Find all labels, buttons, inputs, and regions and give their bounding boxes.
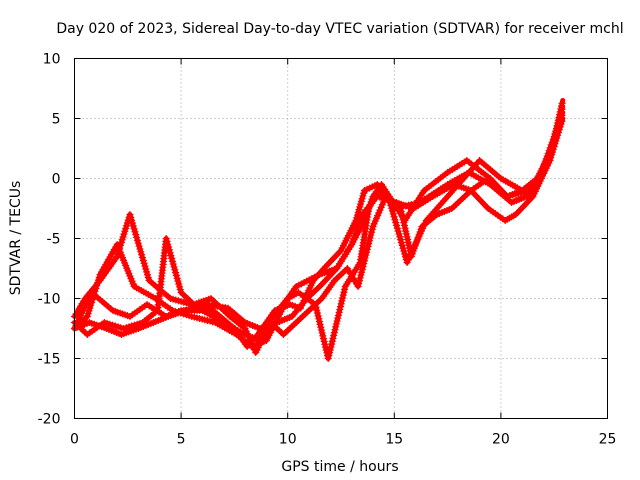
y-tick-label: 0 — [52, 172, 61, 188]
axes: 0 5 10 15 20 25 10 5 0 -5 -10 -15 -20 — [38, 52, 617, 448]
x-tick-label: 0 — [70, 432, 79, 448]
chart-title: Day 020 of 2023, Sidereal Day-to-day VTE… — [56, 21, 623, 37]
x-tick-label: 15 — [385, 432, 403, 448]
y-tick-label: 5 — [52, 112, 61, 128]
y-tick-label: -10 — [38, 292, 61, 308]
y-tick-label: -20 — [38, 412, 61, 428]
x-tick-label: 25 — [599, 432, 617, 448]
grid-lines — [74, 58, 608, 419]
x-axis-label: GPS time / hours — [281, 459, 398, 475]
y-axis-label: SDTVAR / TECUs — [8, 181, 24, 296]
y-tick-label: 10 — [43, 52, 61, 68]
y-tick-label: -5 — [47, 232, 61, 248]
data-series — [71, 98, 566, 362]
x-tick-label: 10 — [279, 432, 297, 448]
x-tick-label: 5 — [177, 432, 186, 448]
x-tick-label: 20 — [492, 432, 510, 448]
plot-frame — [74, 58, 608, 419]
y-tick-label: -15 — [38, 352, 61, 368]
